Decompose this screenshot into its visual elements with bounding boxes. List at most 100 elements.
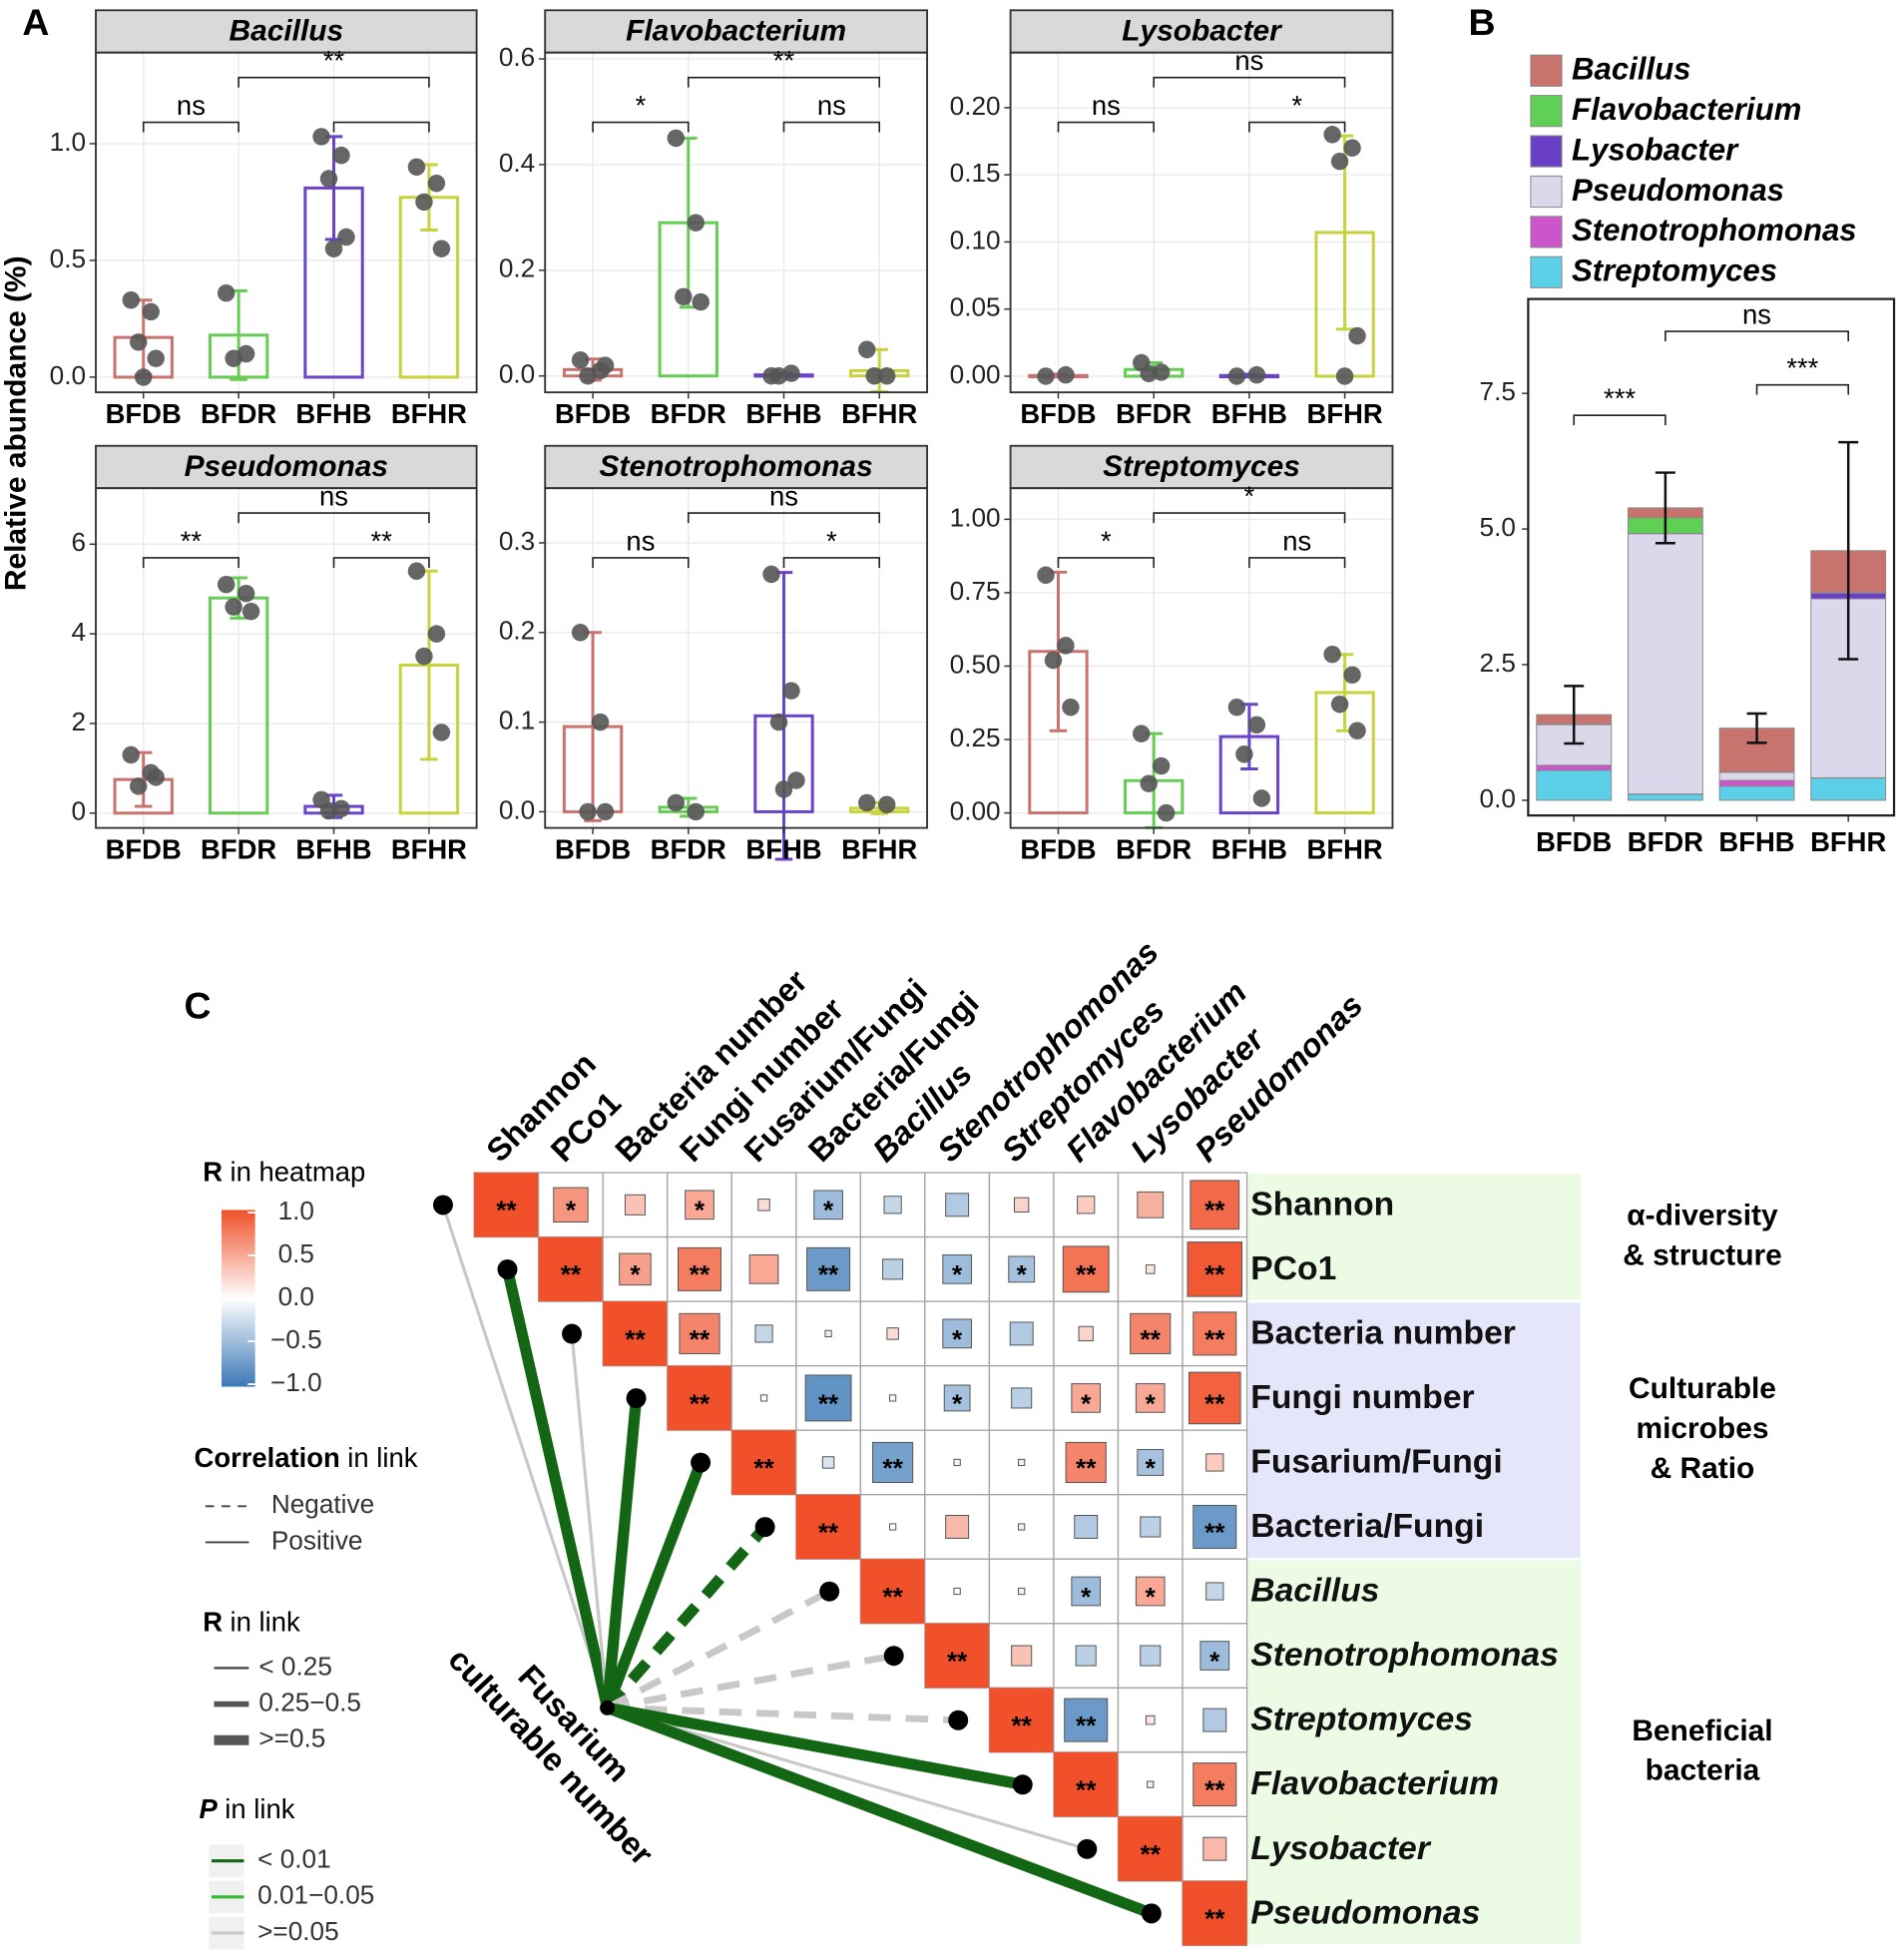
data-point: [769, 713, 788, 732]
heat-square: [1075, 1645, 1097, 1667]
data-point: [147, 768, 165, 786]
bar-segment: [1627, 793, 1703, 801]
x-tick-label: BFDR: [1116, 834, 1191, 865]
significance-label: **: [561, 1259, 582, 1289]
comparison-bracket: [1057, 557, 1155, 568]
heat-square: [1190, 1180, 1240, 1230]
data-point: [407, 562, 426, 580]
facet-title: Bacillus: [229, 15, 343, 48]
legend-title-part: in link: [231, 1607, 300, 1638]
data-point: [1037, 367, 1055, 385]
panel-label: B: [1469, 1, 1496, 43]
heat-square: [1135, 1383, 1166, 1413]
heat-square: [1078, 1325, 1094, 1342]
heat-square: [1065, 1441, 1107, 1484]
comparison-bracket: [1665, 330, 1850, 342]
significance-label: **: [1141, 1324, 1162, 1354]
significance-label: *: [952, 1388, 963, 1418]
significance-label: *: [1146, 1388, 1157, 1418]
link: [441, 1204, 610, 1709]
data-point: [415, 193, 433, 212]
significance-label: **: [1204, 1517, 1225, 1547]
significance-label: *: [1017, 1259, 1028, 1289]
heat-square: [1140, 1645, 1162, 1667]
plot-border: [544, 51, 928, 394]
legend-title: Correlation in link: [195, 1442, 418, 1473]
heat-square: [731, 1430, 796, 1495]
significance-label: **: [1076, 1775, 1097, 1805]
data-point: [337, 228, 355, 246]
legend-title-part: P: [200, 1793, 219, 1824]
group-band: [1240, 1560, 1581, 1945]
heat-square: [1202, 1708, 1227, 1732]
link-node: [819, 1581, 840, 1602]
bar-segment: [1810, 777, 1887, 801]
data-point: [225, 349, 242, 367]
plot-border: [95, 51, 478, 394]
heat-square: [989, 1688, 1054, 1752]
bar-segment: [1718, 771, 1795, 781]
group-label: Culturable: [1629, 1372, 1776, 1405]
significance-label: **: [690, 1388, 711, 1418]
y-tick-label: 0.2: [499, 253, 535, 283]
group-label: microbes: [1636, 1412, 1768, 1445]
y-tick-label: 0.0: [499, 359, 535, 389]
comparison-bracket: [782, 557, 881, 568]
y-tick-label: 0.4: [499, 148, 535, 178]
comparison-bracket: [142, 557, 239, 568]
group-label: Beneficial: [1632, 1714, 1772, 1747]
legend-label: Bacillus: [1572, 52, 1690, 87]
link: [607, 1706, 1088, 1851]
plot-border: [1009, 487, 1394, 829]
legend-label: Negative: [271, 1489, 374, 1519]
heat-square: [553, 1187, 589, 1223]
y-tick-label: 4: [71, 617, 86, 647]
x-tick-label: BFDR: [1116, 398, 1191, 429]
data-point: [667, 129, 686, 148]
legend-swatch: [1530, 175, 1563, 209]
group-band: [1240, 1174, 1581, 1300]
heat-square: [1011, 1387, 1033, 1409]
error-bar: [1746, 712, 1767, 744]
comparison-bracket: [687, 76, 881, 88]
strip: [95, 9, 478, 54]
data-point: [432, 240, 451, 257]
comparison-label: ***: [1604, 382, 1636, 413]
link: [603, 1523, 769, 1712]
comparison-label: ns: [1742, 298, 1771, 329]
data-point: [787, 771, 805, 789]
plot-area: [1010, 52, 1393, 393]
x-tick-label: BFHB: [745, 834, 821, 865]
plot-border: [1009, 51, 1394, 394]
link-node: [626, 1388, 647, 1409]
bar-segment: [1718, 779, 1795, 787]
row-label: Fusarium/Fungi: [1250, 1444, 1502, 1481]
row-label: Bacillus: [1250, 1573, 1379, 1610]
significance-label: *: [823, 1196, 834, 1225]
data-point: [877, 795, 896, 813]
heat-square: [1188, 1371, 1241, 1425]
heat-square: [953, 1458, 961, 1467]
heat-square: [1199, 1641, 1230, 1671]
plot-area: [96, 52, 477, 393]
significance-label: **: [753, 1453, 774, 1483]
heat-square: [1071, 1576, 1102, 1607]
comparison-label: **: [181, 525, 203, 556]
x-tick-label: BFDB: [1020, 834, 1096, 865]
significance-label: *: [1081, 1582, 1092, 1612]
data-point: [571, 624, 590, 642]
row-label: Lysobacter: [1250, 1830, 1431, 1867]
significance-label: *: [1209, 1646, 1220, 1676]
x-tick-label: BFDB: [555, 398, 631, 429]
legend-label: Flavobacterium: [1572, 92, 1801, 127]
legend-label: 0.01−0.05: [257, 1880, 374, 1910]
colorbar-tick-label: 0.0: [278, 1281, 314, 1311]
data-point: [865, 366, 883, 385]
link-node: [497, 1259, 518, 1279]
link-node: [562, 1323, 582, 1344]
legend-title-part: in heatmap: [231, 1157, 366, 1188]
data-point: [319, 801, 338, 820]
data-point: [1247, 365, 1266, 384]
heat-square: [953, 1587, 961, 1596]
y-tick-label: 0.00: [950, 796, 1001, 826]
